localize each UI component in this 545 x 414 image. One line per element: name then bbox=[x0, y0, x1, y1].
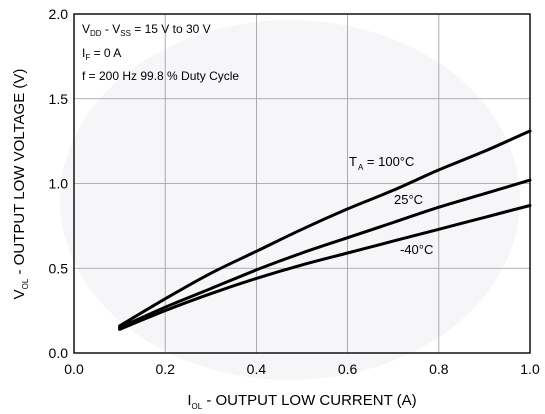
x-tick-label: 1.0 bbox=[520, 361, 540, 377]
background-watermark bbox=[60, 20, 520, 380]
x-tick-label: 0.0 bbox=[64, 361, 84, 377]
x-tick-label: 0.2 bbox=[155, 361, 175, 377]
tick-labels: 0.0 0.2 0.4 0.6 0.8 1.0 0.0 0.5 1.0 1.5 2.0 bbox=[49, 6, 540, 377]
series-label-100c: TA = 100°C bbox=[349, 154, 414, 172]
series-layer bbox=[118, 129, 532, 331]
series-label-25c: 25°C bbox=[394, 192, 423, 207]
series-line-minus40c bbox=[118, 204, 532, 331]
grid bbox=[74, 14, 530, 353]
y-tick-label: 0.0 bbox=[49, 345, 69, 361]
x-tick-label: 0.4 bbox=[247, 361, 267, 377]
condition-current: IF = 0 A bbox=[82, 46, 121, 62]
series-label-minus40c: -40°C bbox=[400, 242, 433, 257]
y-tick-label: 1.0 bbox=[49, 176, 69, 192]
series-line-100c bbox=[118, 129, 532, 328]
x-tick-label: 0.6 bbox=[338, 361, 358, 377]
conditions-annotation: VDD - VSS = 15 V to 30 V IF = 0 A f = 20… bbox=[82, 22, 239, 83]
condition-supply: VDD - VSS = 15 V to 30 V bbox=[82, 22, 211, 38]
plot-frame bbox=[73, 13, 531, 354]
series-line-25c bbox=[118, 178, 532, 330]
x-axis-label: IOL - OUTPUT LOW CURRENT (A) bbox=[187, 392, 416, 411]
y-tick-label: 2.0 bbox=[49, 6, 69, 22]
y-tick-label: 1.5 bbox=[49, 91, 69, 107]
condition-frequency: f = 200 Hz 99.8 % Duty Cycle bbox=[82, 69, 239, 83]
y-tick-label: 0.5 bbox=[49, 260, 69, 276]
x-tick-label: 0.8 bbox=[429, 361, 449, 377]
y-axis-label: VOL - OUTPUT LOW VOLTAGE (V) bbox=[11, 69, 30, 300]
